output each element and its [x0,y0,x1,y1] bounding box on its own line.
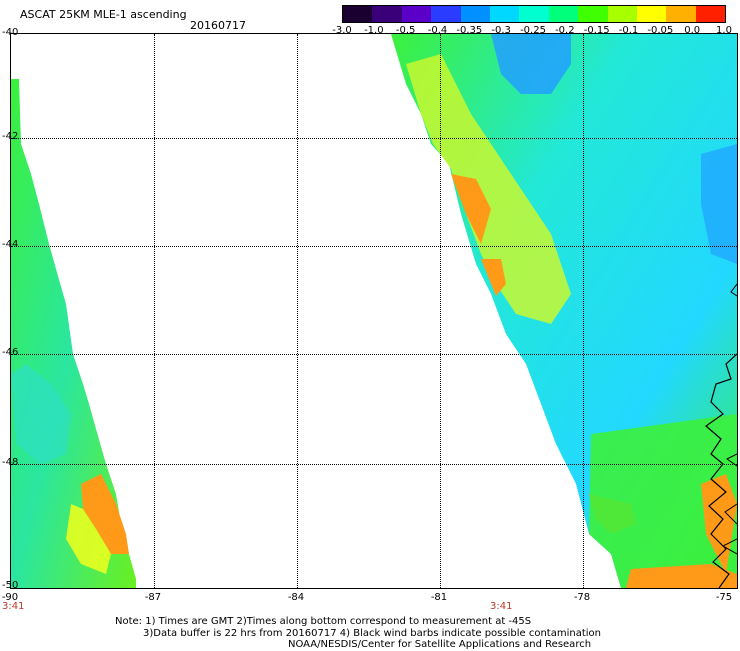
color-scale-label: -0.15 [583,25,610,36]
lon-label: -90 [1,592,19,603]
grid-lat-46 [11,354,737,355]
right-swath-yellow-band [406,54,571,324]
grid-lat-42 [11,138,737,139]
note-line-3: NOAA/NESDIS/Center for Satellite Applica… [288,639,592,650]
lon-label: -75 [715,592,733,603]
color-scale-swatch [636,6,667,22]
color-scale-label: -0.5 [395,25,416,36]
color-scale-swatch [548,6,579,22]
color-scale-label: -0.3 [491,25,511,36]
color-scale-label: -0.1 [618,25,639,36]
lat-label: -46 [2,347,19,358]
lat-label: -48 [2,457,19,468]
grid-lon-87 [154,34,155,588]
color-scale-swatch [372,6,402,22]
color-scale-swatch [666,6,696,22]
coastline-inlets [721,283,737,555]
color-scale-label: -0.25 [520,25,546,36]
time-label: 3:41 [490,601,513,612]
color-scale-swatch [519,6,549,22]
right-swath-blue-patch [491,34,571,94]
color-scale-swatch [578,6,608,22]
color-scale-label: -0.35 [456,25,483,36]
grid-lat-48 [11,464,737,465]
note-line-1: Note: 1) Times are GMT 2)Times along bot… [115,616,532,627]
map-date: 20160717 [190,19,246,32]
right-swath-green-bottom [589,414,737,588]
time-label: 3:41 [2,601,25,612]
color-scale-swatch [489,6,520,22]
grid-lat-44 [11,246,737,247]
color-scale-swatch [460,6,490,22]
left-swath-yellow-patch [66,504,111,574]
left-swath-cyan-patch [11,364,71,464]
lon-label: -87 [144,592,162,603]
grid-lon-81 [440,34,441,588]
color-scale-label: -0.2 [555,25,575,36]
color-scale-swatch [431,6,461,22]
lat-label: -42 [2,131,19,142]
color-scale-label: 1.0 [716,25,732,36]
left-swath-orange-patch [81,474,129,554]
right-swath-blue-patch-2 [701,144,737,264]
color-scale-labels: -3.0 -1.0 -0.5 -0.4 -0.35 -0.3 -0.25 -0.2 -0.15-… [330,25,732,37]
map-title: ASCAT 25KM MLE-1 ascending [20,8,187,21]
right-swath-orange-patch [451,174,491,244]
lat-label: -44 [2,239,19,250]
color-scale-swatch [607,6,637,22]
color-scale-swatch [695,6,726,22]
color-scale-label: -1.0 [364,25,384,36]
lon-label: -78 [573,592,591,603]
color-scale-label: -0.05 [647,25,674,36]
color-scale-swatch [343,6,373,22]
right-swath-orange-patch-2 [481,259,506,296]
wind-swaths [11,34,737,588]
lon-label: -84 [287,592,305,603]
color-scale-label: -0.4 [427,25,448,36]
note-line-2: 3)Data buffer is 22 hrs from 20160717 4)… [143,628,601,639]
color-scale-bar [342,5,726,23]
lon-label: -81 [430,592,448,603]
grid-lon-84 [297,34,298,588]
grid-lon-78 [583,34,584,588]
color-scale-label: 0.0 [684,25,701,36]
right-swath-orange-bottom [626,564,737,588]
color-scale-label: -3.0 [332,25,352,36]
color-scale-swatch [401,6,432,22]
wind-map [10,33,738,589]
lat-label: -40 [2,27,19,38]
lat-label: -50 [2,580,19,591]
